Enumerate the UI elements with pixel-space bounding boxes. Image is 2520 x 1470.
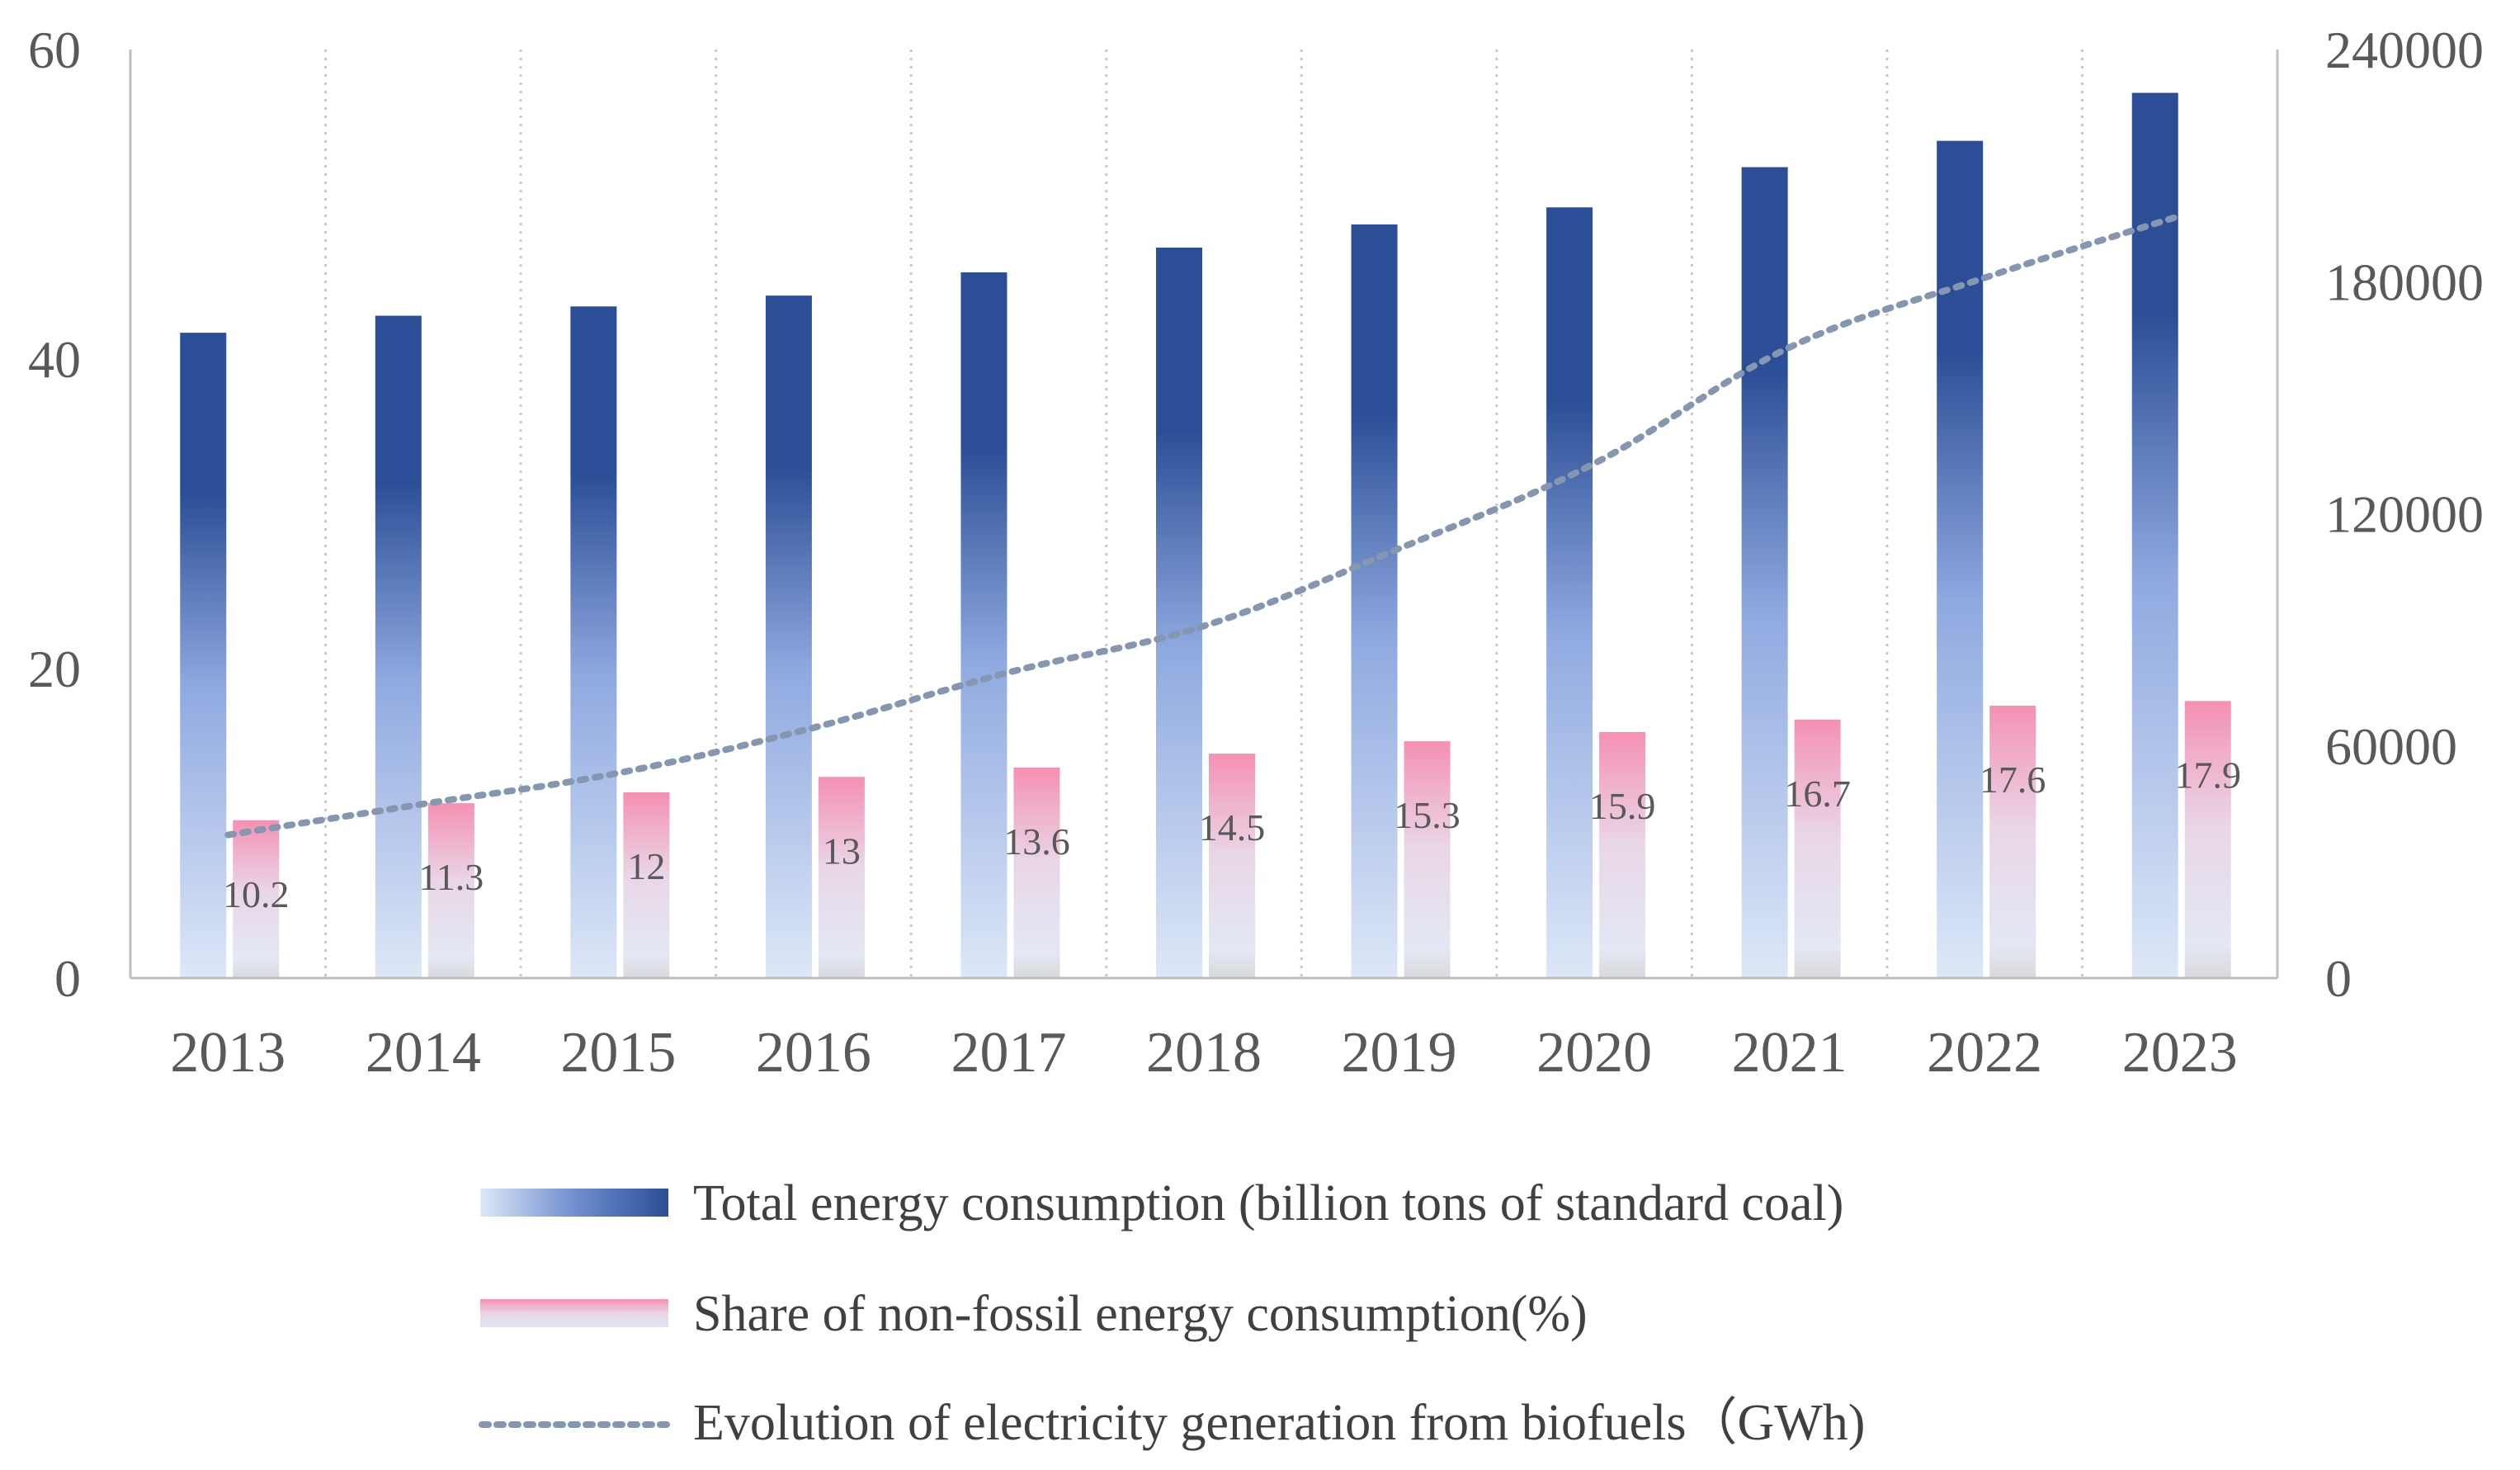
right-tick-label: 180000	[2325, 253, 2484, 311]
legend-label-total: Total energy consumption (billion tons o…	[693, 1175, 1843, 1231]
data-label-share-2015: 12	[627, 845, 665, 887]
vertical-gridlines	[324, 50, 2083, 978]
biofuel-line	[224, 212, 2183, 839]
left-tick-label: 60	[28, 21, 81, 79]
right-tick-label: 0	[2325, 949, 2352, 1008]
bar-share-2017	[1013, 768, 1060, 978]
share-data-labels: 10.2 11.3 12 13 13.6 14.5 15.3 15.9 16.7 17.6 17.9	[223, 754, 2241, 915]
right-axis-ticks: 0 60000 120000 180000 240000	[2325, 21, 2484, 1008]
bar-share-2016	[818, 777, 865, 978]
x-tick-label-2019: 2019	[1342, 1021, 1457, 1085]
x-tick-label-2018: 2018	[1146, 1021, 1262, 1085]
biofuel-line-layer	[224, 212, 2183, 839]
x-tick-label-2021: 2021	[1732, 1021, 1848, 1085]
bar-total-2016	[765, 295, 812, 978]
bar-share-2020	[1599, 731, 1646, 978]
non-fossil-share-bars	[233, 701, 2231, 978]
legend-item-share: Share of non-fossil energy consumption(%…	[480, 1286, 1588, 1342]
legend-item-line: Evolution of electricity generation from…	[479, 1395, 1865, 1451]
total-energy-bars	[180, 92, 2178, 978]
x-tick-label-2020: 2020	[1536, 1021, 1652, 1085]
bar-share-2023	[2184, 701, 2231, 978]
bar-total-2015	[570, 306, 617, 978]
left-axis-ticks: 0 20 40 60	[28, 21, 81, 1008]
legend-label-line: Evolution of electricity generation from…	[693, 1395, 1865, 1451]
bar-total-2017	[960, 272, 1008, 978]
bar-total-2018	[1156, 248, 1202, 978]
x-tick-label-2015: 2015	[560, 1021, 676, 1085]
bar-share-2019	[1404, 741, 1451, 978]
bar-share-2018	[1209, 754, 1255, 978]
data-label-share-2023: 17.9	[2174, 754, 2241, 796]
bar-share-2022	[1989, 706, 2036, 978]
x-tick-label-2013: 2013	[170, 1021, 286, 1085]
bar-total-2023	[2131, 92, 2178, 978]
x-tick-label-2016: 2016	[756, 1021, 871, 1085]
legend-swatch-total	[480, 1189, 668, 1217]
left-tick-label: 40	[28, 330, 81, 389]
bar-total-2019	[1351, 224, 1398, 978]
data-label-share-2014: 11.3	[418, 856, 484, 898]
bar-total-2014	[375, 315, 422, 978]
bar-total-2013	[180, 333, 227, 978]
legend-item-total: Total energy consumption (billion tons o…	[480, 1175, 1843, 1231]
legend-swatch-share	[480, 1299, 668, 1327]
right-tick-label: 120000	[2325, 485, 2484, 544]
right-tick-label: 240000	[2325, 21, 2484, 79]
bar-total-2020	[1546, 207, 1593, 978]
data-label-share-2020: 15.9	[1589, 785, 1656, 827]
data-label-share-2017: 13.6	[1003, 820, 1070, 863]
data-label-share-2021: 16.7	[1784, 773, 1851, 815]
x-axis-ticks: 2013 2014 2015 2016 2017 2018 2019 2020 2021 2022…	[170, 1021, 2237, 1085]
data-label-share-2013: 10.2	[223, 873, 290, 915]
x-tick-label-2023: 2023	[2122, 1021, 2238, 1085]
legend-label-share: Share of non-fossil energy consumption(%…	[693, 1286, 1588, 1342]
left-tick-label: 0	[54, 949, 81, 1008]
bar-total-2022	[1937, 140, 1984, 978]
data-label-share-2022: 17.6	[1980, 759, 2046, 801]
bar-share-2013	[233, 820, 280, 978]
data-label-share-2016: 13	[823, 830, 861, 872]
left-tick-label: 20	[28, 640, 81, 698]
bar-total-2021	[1741, 167, 1788, 978]
bar-share-2015	[623, 792, 670, 978]
bar-share-2014	[427, 803, 474, 978]
data-label-share-2018: 14.5	[1199, 806, 1266, 848]
x-tick-label-2017: 2017	[951, 1021, 1066, 1085]
data-label-share-2019: 15.3	[1394, 794, 1461, 836]
x-tick-label-2022: 2022	[1927, 1021, 2042, 1085]
x-tick-label-2014: 2014	[366, 1021, 481, 1085]
legend: Total energy consumption (billion tons o…	[479, 1175, 1865, 1451]
right-tick-label: 60000	[2325, 717, 2457, 776]
bar-share-2021	[1794, 719, 1841, 978]
